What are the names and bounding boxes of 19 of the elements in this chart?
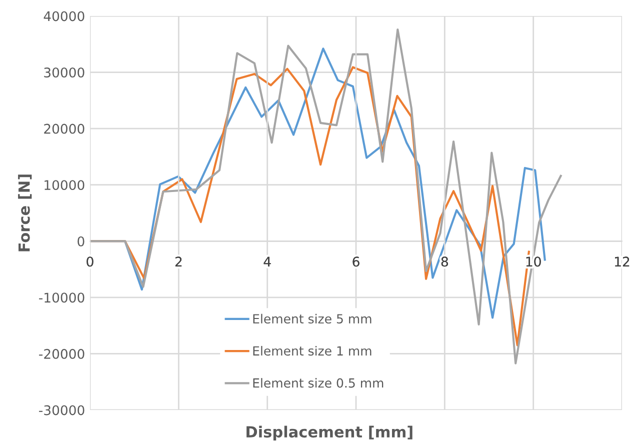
x-tick-label: 6 [352,256,360,267]
legend-label: Element size 1 mm [253,346,372,356]
x-tick-label: 2 [175,256,182,266]
y-tick-label: -20000 [39,348,84,359]
x-tick-label: 4 [264,256,271,266]
y-tick-label: 20000 [44,124,84,134]
x-axis-title: Displacement [mm] [246,426,412,441]
x-tick-label: 12 [615,256,630,266]
y-tick-label: 30000 [44,68,84,78]
legend-label: Element size 5 mm [253,314,372,324]
legend-label: Element size 0.5 mm [253,378,384,388]
y-axis-title: Force [N] [18,174,32,252]
y-tick-label: -10000 [39,292,84,303]
x-tick-label: 0 [86,256,94,267]
y-tick-label: 10000 [44,180,84,190]
y-tick-label: -30000 [39,405,84,416]
y-tick-label: 40000 [44,11,84,22]
x-tick-label: 8 [441,256,448,267]
y-tick-label: 0 [78,236,84,246]
